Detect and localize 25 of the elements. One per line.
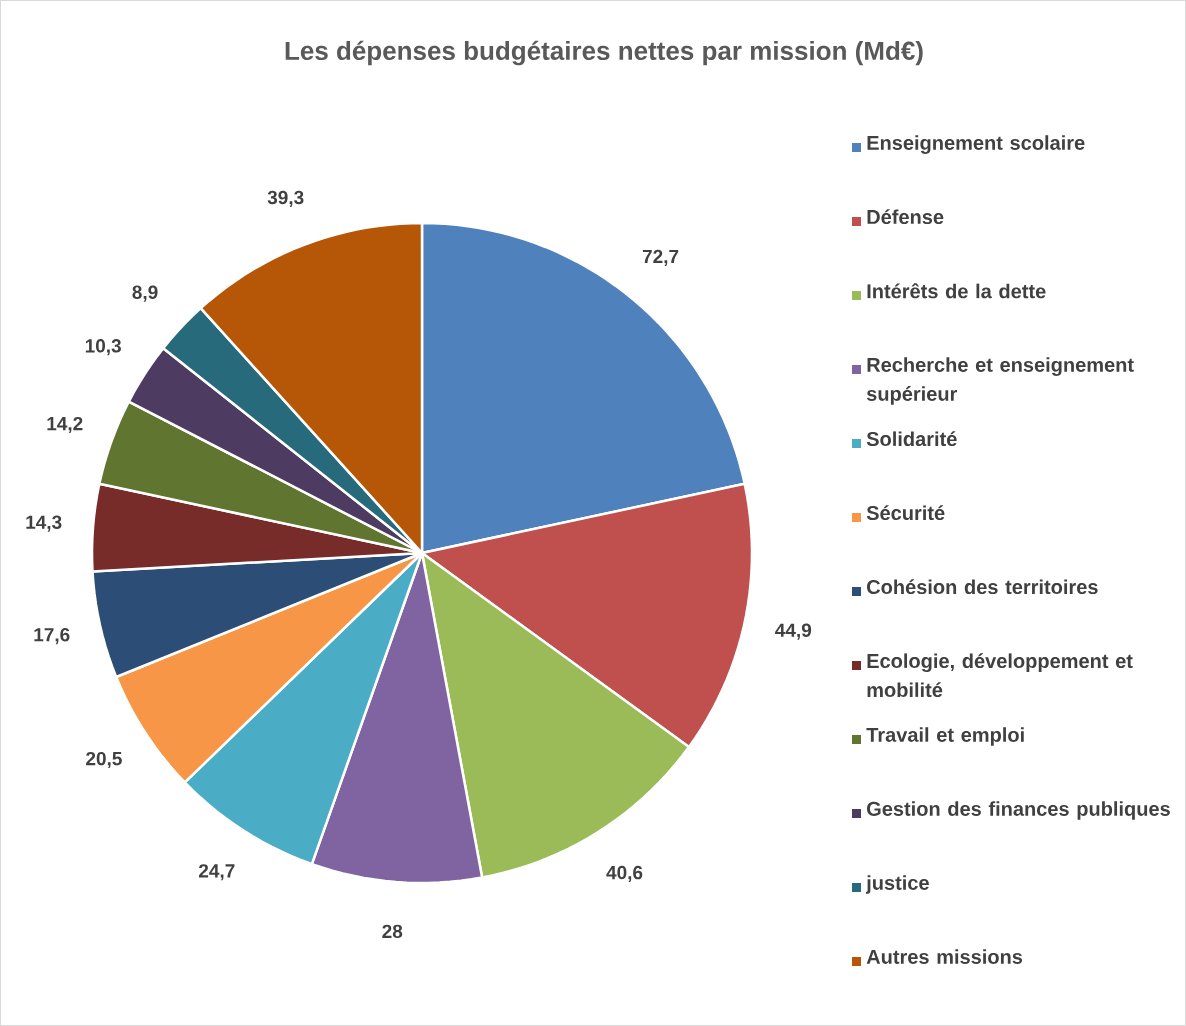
data-label: 14,3 xyxy=(26,515,62,532)
legend-label: Enseignement scolaire xyxy=(867,135,1085,154)
data-label: 72,7 xyxy=(642,249,679,266)
data-label: 8,9 xyxy=(132,285,158,302)
legend-label: Gestion des finances publiques xyxy=(867,801,1170,820)
data-label: 24,7 xyxy=(198,864,235,881)
legend-label: Autres missions xyxy=(866,949,1023,964)
legend-label: Intérêts de la dette xyxy=(867,283,1046,299)
data-label: 10,3 xyxy=(85,339,121,356)
legend-label: Cohésion des territoires xyxy=(867,579,1098,595)
data-label: 17,6 xyxy=(34,627,70,645)
data-label: 39,3 xyxy=(267,190,304,207)
data-label: 20,5 xyxy=(86,751,122,769)
legend-label: Travail et emploi xyxy=(866,727,1024,746)
data-label: 28 xyxy=(382,924,403,939)
data-label: 14,2 xyxy=(47,416,83,434)
legend-label: Solidarité xyxy=(866,431,957,447)
legend-label: justice xyxy=(865,875,929,894)
data-label: 40,6 xyxy=(606,865,643,883)
legend-label: Défense xyxy=(867,209,944,225)
data-label: 44,9 xyxy=(775,623,812,640)
chart-title: Les dépenses budgétaires nettes par mission (Md€) xyxy=(285,40,923,66)
legend-label: Recherche et enseignement supérieur xyxy=(866,357,1134,405)
legend-label: Ecologie, développement et mobilité xyxy=(867,653,1133,698)
legend-label: Sécurité xyxy=(866,505,945,521)
